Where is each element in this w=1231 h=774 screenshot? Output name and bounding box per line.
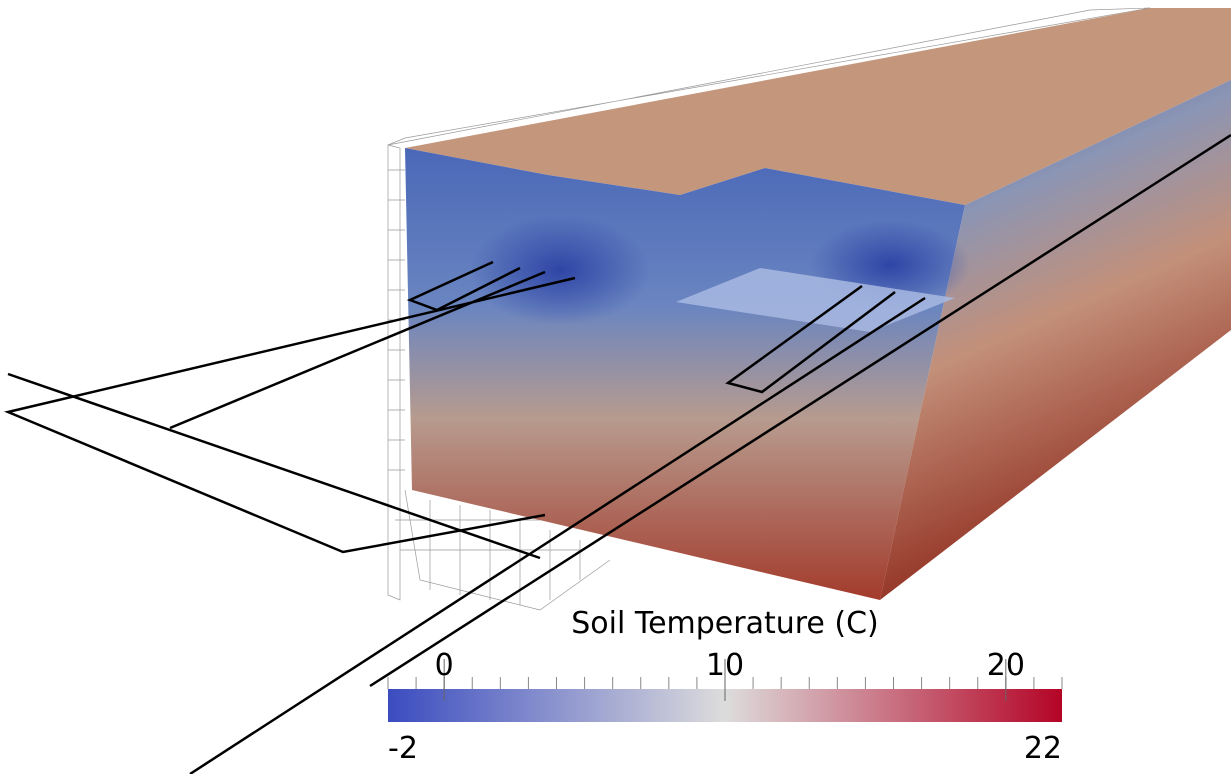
block-front [405, 148, 965, 600]
range-min-label: -2 [388, 731, 418, 766]
tick-label: 20 [987, 648, 1025, 683]
cold-zone [470, 215, 650, 325]
render-view: Soil Temperature (C) 0 10 20 -2 22 [0, 0, 1231, 774]
tick-label: 10 [706, 648, 744, 683]
tick-label: 0 [435, 648, 454, 683]
color-legend: Soil Temperature (C) 0 10 20 -2 22 [388, 606, 1062, 766]
colorbar-title: Soil Temperature (C) [571, 606, 879, 641]
range-max-label: 22 [1024, 731, 1062, 766]
